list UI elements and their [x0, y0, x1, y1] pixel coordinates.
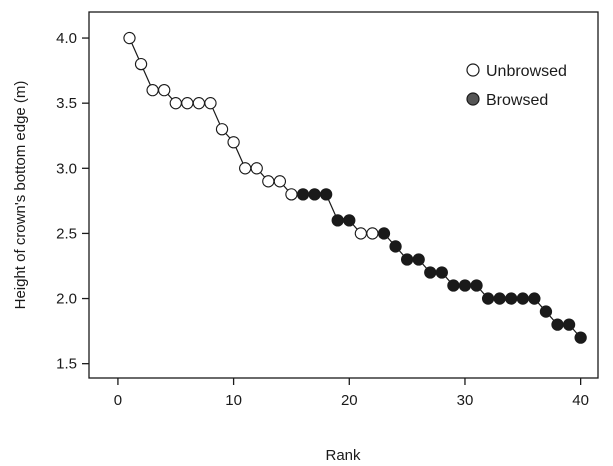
point-browsed [458, 279, 472, 292]
point-unbrowsed [285, 188, 298, 201]
point-browsed [574, 331, 587, 344]
point-browsed [435, 266, 448, 279]
legend-label-unbrowsed: Unbrowsed [486, 63, 567, 80]
point-browsed [308, 188, 321, 201]
point-unbrowsed [366, 227, 379, 240]
legend: Unbrowsed Browsed [466, 63, 567, 109]
point-unbrowsed [192, 97, 206, 110]
y-tick-label: 3.0 [56, 160, 77, 177]
legend-label-browsed: Browsed [486, 92, 548, 109]
point-unbrowsed [146, 83, 159, 97]
point-unbrowsed [250, 162, 263, 175]
y-tick-label: 4.0 [56, 30, 77, 47]
point-unbrowsed [204, 97, 217, 110]
x-tick-label: 0 [114, 392, 122, 409]
point-unbrowsed [181, 97, 194, 110]
x-tick-label: 40 [572, 392, 589, 409]
x-tick-label: 20 [341, 392, 358, 409]
point-browsed [539, 305, 553, 318]
point-browsed [424, 266, 437, 279]
point-unbrowsed [158, 83, 171, 97]
legend-marker-browsed [466, 92, 480, 106]
point-browsed [562, 318, 576, 331]
point-unbrowsed [354, 227, 368, 240]
point-browsed [505, 292, 518, 305]
point-unbrowsed [123, 31, 136, 45]
point-browsed [447, 279, 460, 292]
point-browsed [377, 227, 391, 240]
point-browsed [331, 214, 344, 227]
y-tick-label: 1.5 [56, 356, 77, 373]
point-browsed [481, 292, 495, 305]
y-tick-label: 2.5 [56, 225, 77, 242]
y-tick-label: 3.5 [56, 95, 77, 112]
point-unbrowsed [169, 97, 182, 110]
point-unbrowsed [273, 175, 287, 188]
x-axis: 0 10 20 30 40 [114, 378, 589, 409]
legend-marker-unbrowsed [466, 63, 480, 77]
point-unbrowsed [227, 136, 240, 149]
point-browsed [412, 253, 425, 266]
point-browsed [389, 240, 402, 253]
point-browsed [296, 188, 310, 201]
plot-frame [88, 11, 599, 379]
x-tick-label: 10 [225, 392, 242, 409]
point-browsed [470, 279, 483, 292]
y-tick-label: 2.0 [56, 291, 77, 308]
point-browsed [343, 214, 356, 227]
x-axis-label: Rank [325, 447, 361, 464]
point-unbrowsed [239, 162, 252, 175]
point-browsed [493, 292, 506, 305]
x-tick-label: 30 [457, 392, 474, 409]
point-unbrowsed [215, 123, 229, 136]
point-browsed [528, 292, 541, 305]
data-points [123, 31, 587, 344]
point-browsed [400, 253, 414, 266]
point-unbrowsed [134, 57, 148, 71]
point-browsed [319, 188, 333, 201]
y-axis: 1.5 2.0 2.5 3.0 3.5 4.0 [56, 30, 89, 373]
point-unbrowsed [262, 175, 275, 188]
point-browsed [551, 318, 564, 331]
point-browsed [516, 292, 529, 305]
y-axis-label: Height of crown's bottom edge (m) [12, 81, 29, 310]
